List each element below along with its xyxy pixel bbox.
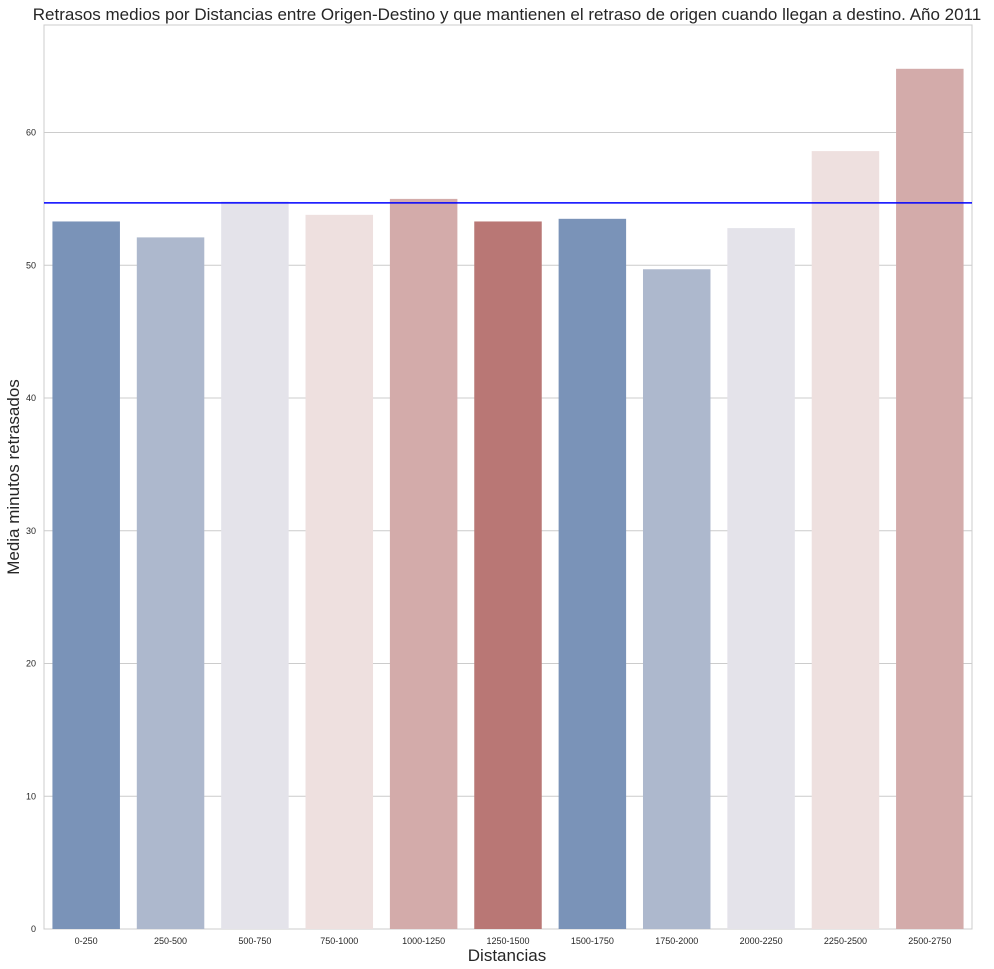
x-tick-label: 250-500 <box>154 936 187 946</box>
bars <box>52 68 964 930</box>
x-tick-label: 2250-2500 <box>824 936 867 946</box>
y-tick-label: 30 <box>26 526 36 536</box>
x-tick-labels: 0-250 250-500 500-750 750-1000 1000-1250 1250… <box>75 936 952 946</box>
bar-2250-2500 <box>811 151 880 930</box>
x-tick-label: 1250-1500 <box>486 936 529 946</box>
bar-1250-1500 <box>474 221 542 930</box>
bar-750-1000 <box>305 214 374 929</box>
x-tick-label: 0-250 <box>75 936 98 946</box>
bar-1750-2000 <box>642 269 711 929</box>
chart-title: Retrasos medios por Distancias entre Ori… <box>33 5 981 24</box>
x-tick-label: 750-1000 <box>320 936 358 946</box>
y-tick-label: 40 <box>26 393 36 403</box>
bar-2000-2250 <box>727 228 795 929</box>
y-tick-label: 0 <box>31 924 36 934</box>
x-tick-label: 2000-2250 <box>740 936 783 946</box>
y-tick-label: 10 <box>26 791 36 801</box>
bar-0-250 <box>52 221 120 930</box>
bar-250-500 <box>136 237 205 929</box>
y-axis-label: Media minutos retrasados <box>4 379 23 575</box>
bar-500-750 <box>221 201 289 929</box>
bar-2500-2750 <box>896 68 964 930</box>
x-axis-label: Distancias <box>468 946 546 965</box>
x-tick-label: 1750-2000 <box>655 936 698 946</box>
x-tick-label: 2500-2750 <box>908 936 951 946</box>
bar-1500-1750 <box>558 218 627 930</box>
y-tick-label: 20 <box>26 659 36 669</box>
y-tick-labels: 0 10 20 30 40 50 60 <box>26 128 36 934</box>
y-tick-label: 50 <box>26 260 36 270</box>
x-tick-label: 500-750 <box>238 936 271 946</box>
bar-1000-1250 <box>389 198 458 929</box>
y-tick-label: 60 <box>26 128 36 138</box>
x-tick-label: 1000-1250 <box>402 936 445 946</box>
x-tick-label: 1500-1750 <box>571 936 614 946</box>
